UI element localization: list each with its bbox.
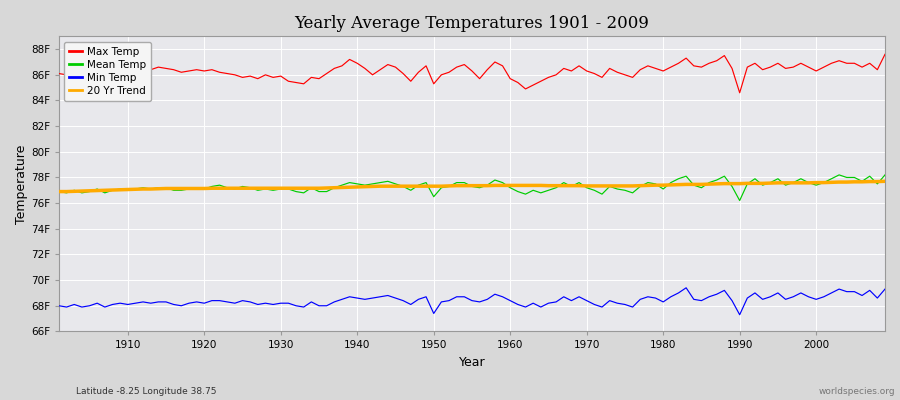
Title: Yearly Average Temperatures 1901 - 2009: Yearly Average Temperatures 1901 - 2009 — [294, 15, 650, 32]
Y-axis label: Temperature: Temperature — [15, 144, 28, 224]
Text: worldspecies.org: worldspecies.org — [819, 387, 896, 396]
Text: Latitude -8.25 Longitude 38.75: Latitude -8.25 Longitude 38.75 — [76, 387, 217, 396]
Legend: Max Temp, Mean Temp, Min Temp, 20 Yr Trend: Max Temp, Mean Temp, Min Temp, 20 Yr Tre… — [64, 42, 151, 101]
X-axis label: Year: Year — [459, 356, 485, 369]
